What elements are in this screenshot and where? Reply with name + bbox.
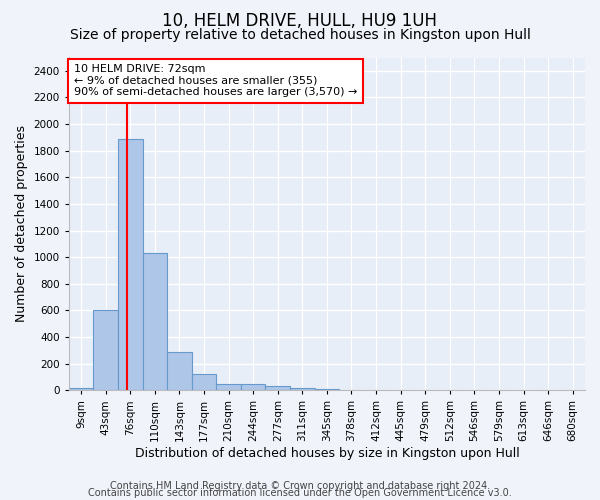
Text: 10 HELM DRIVE: 72sqm
← 9% of detached houses are smaller (355)
90% of semi-detac: 10 HELM DRIVE: 72sqm ← 9% of detached ho… — [74, 64, 358, 98]
Text: Contains HM Land Registry data © Crown copyright and database right 2024.: Contains HM Land Registry data © Crown c… — [110, 481, 490, 491]
Bar — [217, 384, 241, 390]
Y-axis label: Number of detached properties: Number of detached properties — [15, 126, 28, 322]
Bar — [192, 374, 217, 390]
Bar — [167, 352, 192, 391]
Text: 10, HELM DRIVE, HULL, HU9 1UH: 10, HELM DRIVE, HULL, HU9 1UH — [163, 12, 437, 30]
Text: Size of property relative to detached houses in Kingston upon Hull: Size of property relative to detached ho… — [70, 28, 530, 42]
Bar — [69, 388, 94, 390]
Bar — [94, 310, 118, 390]
Bar — [241, 384, 265, 390]
Bar — [143, 253, 167, 390]
Bar — [290, 388, 314, 390]
Bar — [118, 138, 143, 390]
Bar — [314, 389, 339, 390]
Bar — [265, 386, 290, 390]
Text: Contains public sector information licensed under the Open Government Licence v3: Contains public sector information licen… — [88, 488, 512, 498]
X-axis label: Distribution of detached houses by size in Kingston upon Hull: Distribution of detached houses by size … — [134, 447, 519, 460]
